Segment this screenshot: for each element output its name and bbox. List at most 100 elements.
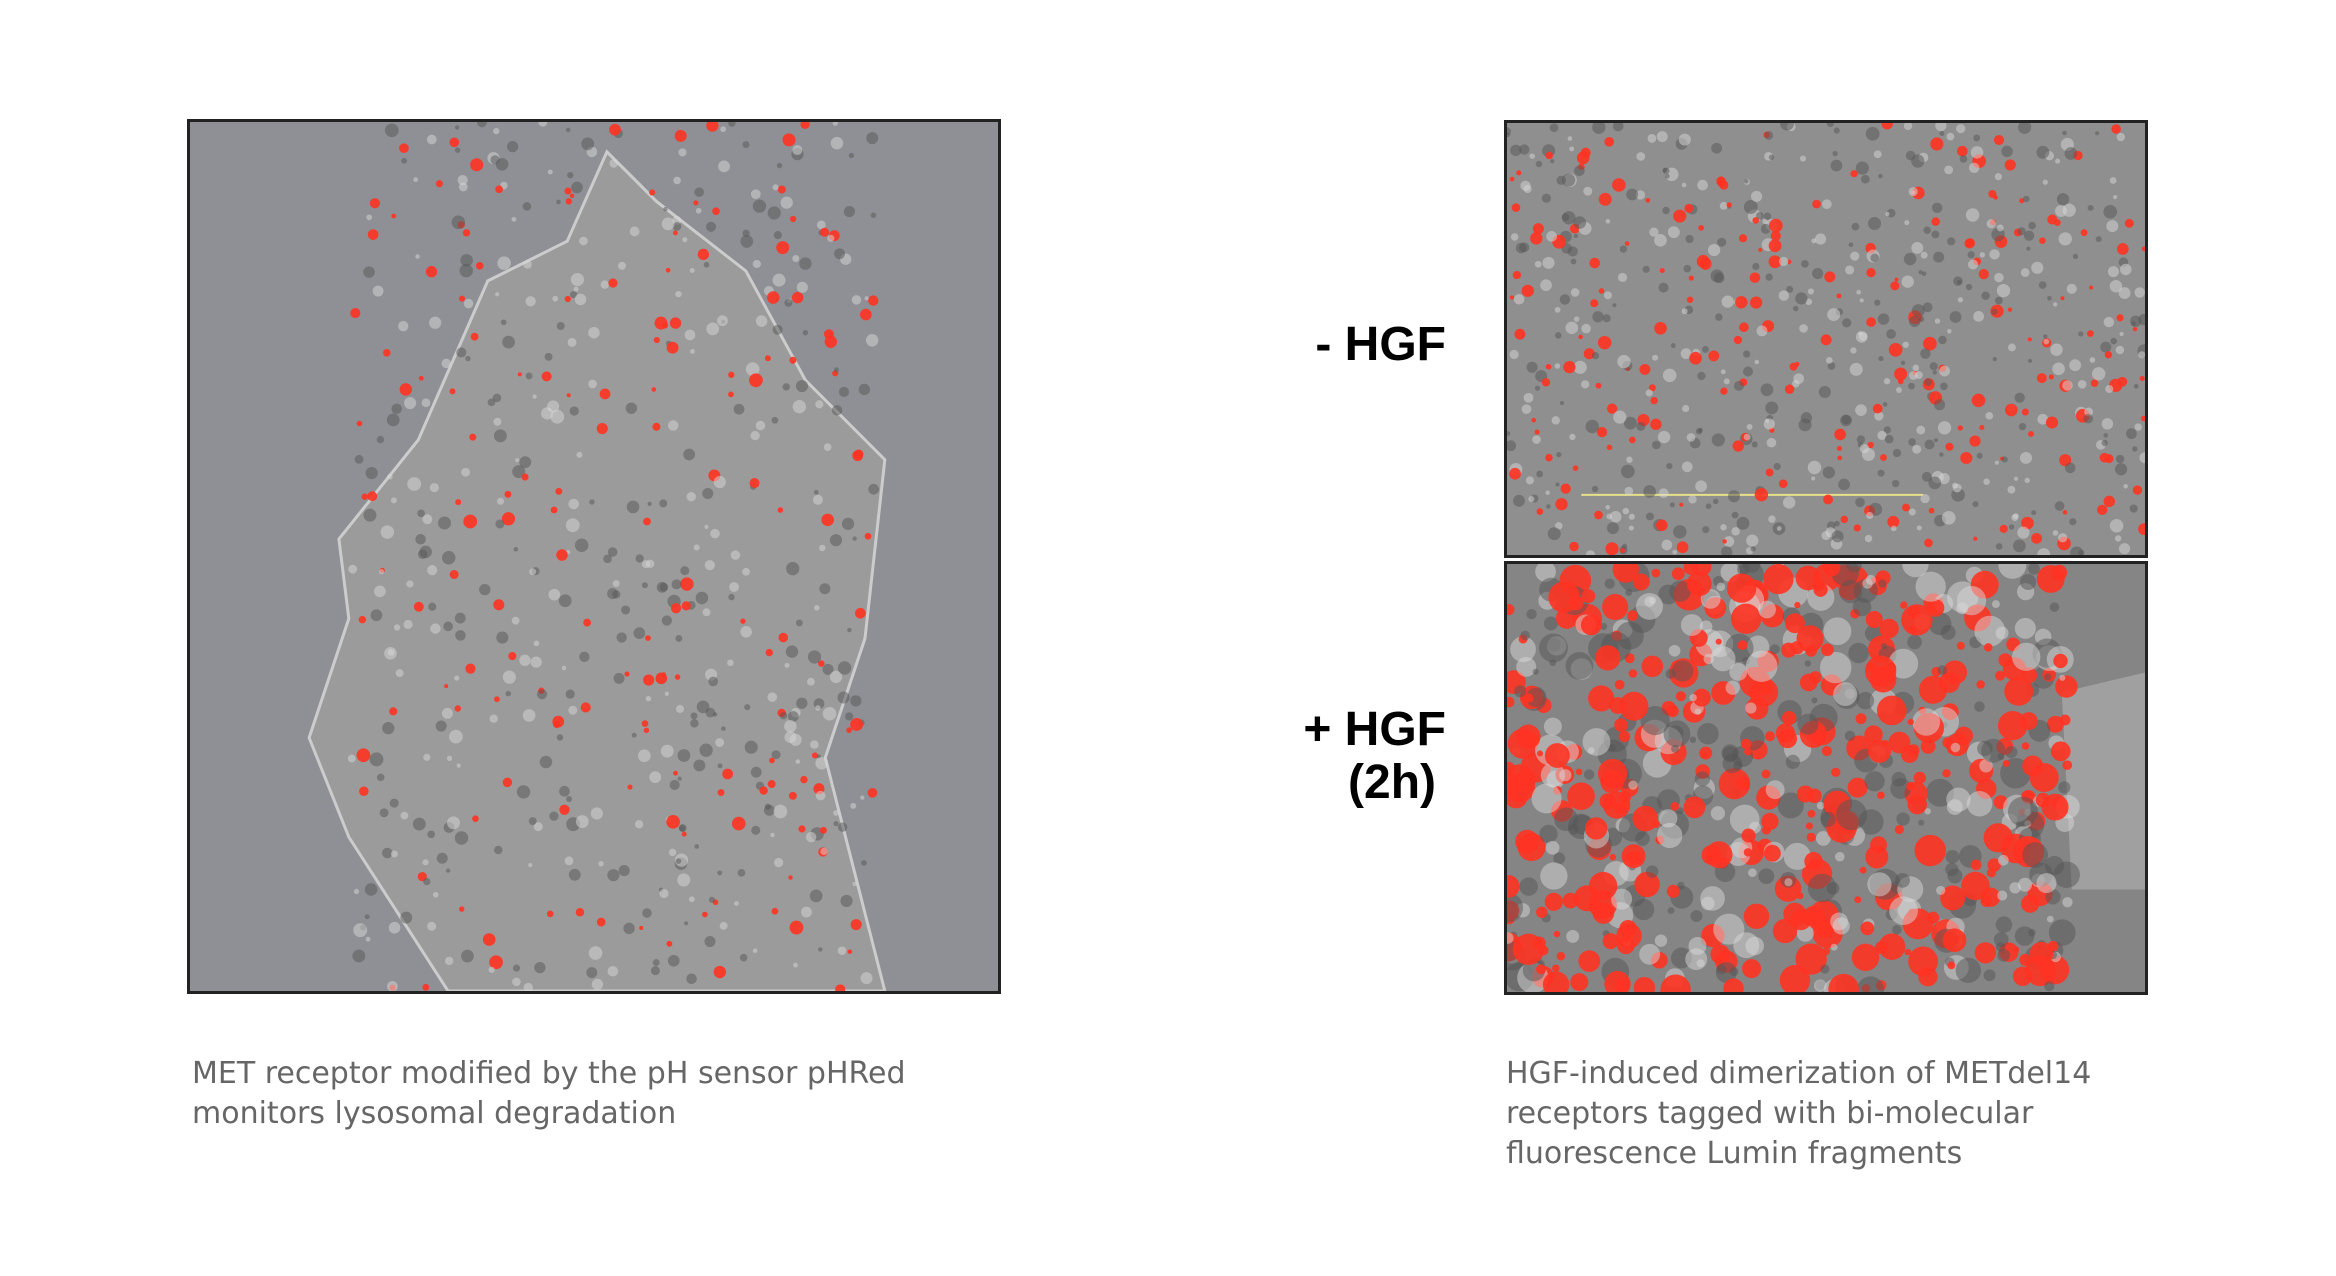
cell-texture [860, 972, 873, 985]
cell-texture [1870, 253, 1879, 263]
cell-texture [1711, 142, 1723, 154]
fluorescent-spot [2111, 124, 2121, 134]
cell-texture [386, 473, 393, 480]
cell-texture [1585, 550, 1596, 555]
cell-texture [528, 817, 537, 826]
cell-texture [2109, 177, 2117, 184]
cell-texture [829, 534, 843, 547]
fluorescent-spot [2047, 214, 2058, 225]
fluorescent-spot [1870, 836, 1888, 854]
fluorescent-spot [2090, 379, 2099, 387]
cell-texture [1686, 433, 1696, 442]
cell-texture [2050, 343, 2063, 356]
fluorescent-spot [1782, 710, 1797, 726]
fluorescent-spot [356, 748, 371, 763]
fluorescent-spot [1686, 571, 1712, 597]
fluorescent-spot [609, 123, 621, 136]
fluorescent-spot [1888, 731, 1911, 754]
cell-texture [693, 759, 706, 772]
fluorescent-spot [1507, 785, 1528, 809]
fluorescent-spot [2053, 653, 2068, 669]
cell-texture [561, 665, 567, 671]
fluorescent-spot [1683, 796, 1706, 819]
cell-texture [1689, 736, 1697, 744]
cell-texture [1750, 546, 1756, 552]
fluorescent-spot [1584, 817, 1608, 840]
cell-texture [752, 199, 767, 213]
cell-texture [2133, 383, 2139, 389]
cell-texture [422, 514, 433, 525]
fluorescent-spot [1614, 679, 1625, 690]
cell-texture [1612, 123, 1624, 132]
fluorescent-spot [1877, 791, 1885, 800]
cell-texture [497, 256, 511, 270]
fluorescent-spot [1942, 737, 1954, 748]
fluorescent-spot [2007, 307, 2013, 312]
fluorescent-spot [655, 672, 668, 685]
fluorescent-spot [1855, 713, 1867, 725]
cell-texture [1907, 634, 1922, 650]
cell-texture [637, 749, 651, 763]
cell-texture [1591, 485, 1599, 493]
cell-texture [348, 564, 358, 574]
cell-texture [740, 235, 754, 248]
cell-texture [1688, 495, 1697, 504]
cell-texture [1529, 153, 1536, 159]
fluorescent-spot [1942, 769, 1951, 778]
cell-texture [1543, 616, 1558, 631]
cell-texture [1991, 227, 2005, 242]
cell-texture [364, 914, 370, 920]
fluorescent-spot [1602, 933, 1619, 950]
cell-texture [588, 327, 600, 339]
cell-texture [1620, 464, 1635, 479]
cell-texture [1663, 720, 1691, 748]
cell-texture [1932, 370, 1937, 375]
cell-texture [1723, 378, 1730, 385]
cell-texture [2054, 501, 2065, 511]
fluorescent-spot [2019, 198, 2025, 204]
fluorescent-spot [771, 907, 779, 915]
cell-texture [456, 347, 467, 358]
cell-texture [522, 709, 536, 722]
cell-texture [1683, 264, 1692, 273]
cell-texture [2044, 981, 2055, 992]
cell-texture [661, 217, 675, 231]
fluorescent-spot [1544, 892, 1563, 911]
fluorescent-spot [391, 213, 397, 219]
cell-texture [538, 122, 548, 127]
micrograph-canvas [1507, 123, 2145, 555]
cell-texture [2005, 745, 2018, 759]
fluorescent-spot [435, 180, 443, 188]
cell-texture [742, 229, 750, 237]
cell-texture [1994, 296, 2003, 305]
fluorescent-spot [1536, 964, 1547, 975]
fluorescent-spot [1651, 568, 1661, 578]
cell-texture [1921, 271, 1927, 276]
fluorescent-spot [1983, 823, 2013, 853]
fluorescent-spot [665, 267, 671, 273]
cell-texture [1507, 132, 1511, 138]
fluorescent-spot [661, 322, 669, 329]
cell-texture [2064, 147, 2078, 160]
fluorescent-spot [868, 295, 879, 306]
fluorescent-spot [1761, 769, 1771, 779]
cell-texture [1850, 347, 1857, 354]
cell-texture [451, 215, 466, 230]
fluorescent-spot [1735, 296, 1748, 309]
cell-texture [1592, 311, 1604, 323]
cell-texture [1654, 934, 1668, 947]
fluorescent-spot [1942, 928, 1967, 953]
fluorescent-spot [1742, 959, 1762, 979]
fluorescent-spot [2138, 523, 2145, 536]
cell-texture [590, 807, 603, 820]
cell-texture [865, 334, 879, 347]
cell-texture [690, 349, 695, 354]
fluorescent-spot [1732, 440, 1744, 452]
cell-texture [784, 298, 793, 307]
fluorescent-spot [1604, 136, 1615, 147]
fluorescent-spot [1876, 695, 1907, 726]
cell-texture [479, 583, 491, 596]
cell-texture [1956, 279, 1962, 285]
fluorescent-spot [1555, 498, 1568, 511]
cell-texture [1831, 530, 1844, 543]
